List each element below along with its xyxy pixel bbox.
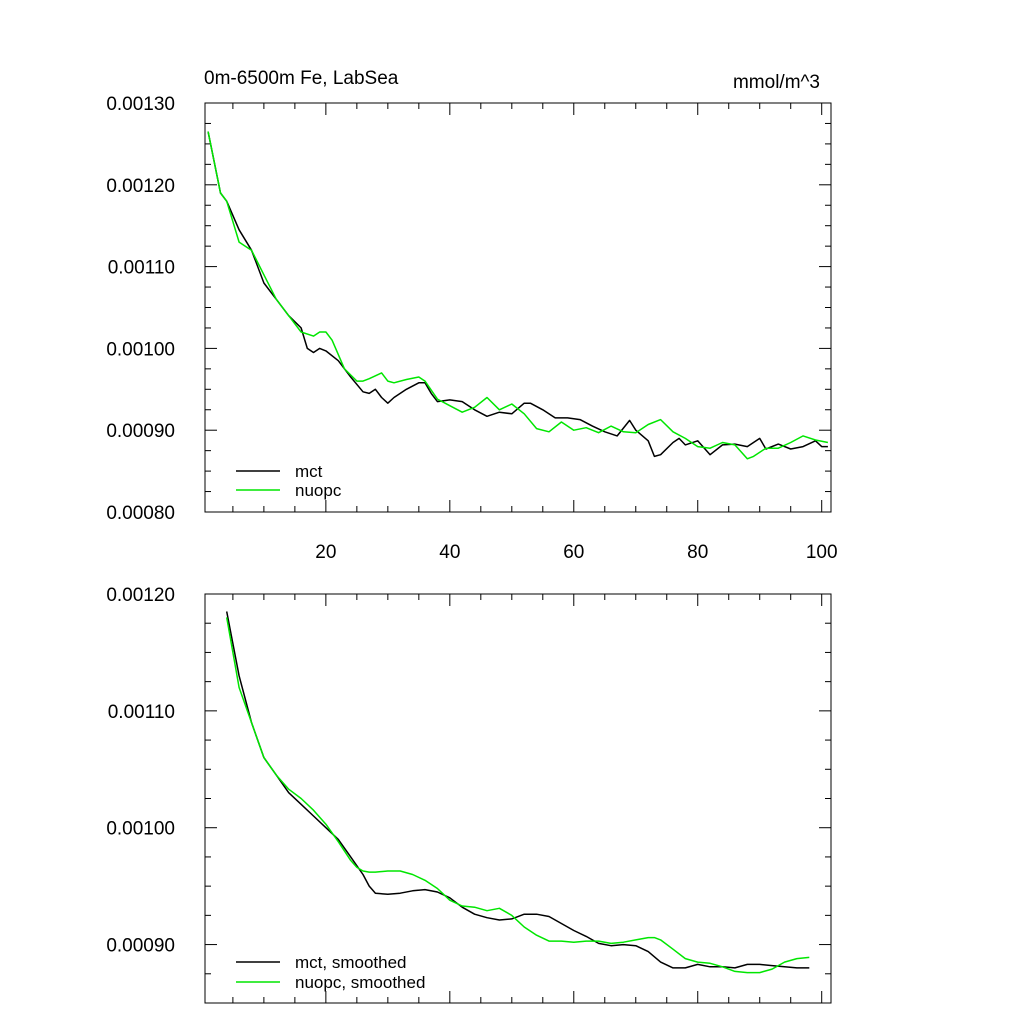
legend-label-mct-smoothed: mct, smoothed [295, 953, 407, 972]
y-tick-label: 0.00100 [106, 819, 175, 840]
y-tick-label: 0.00080 [106, 503, 175, 524]
top-panel-units: mmol/m^3 [733, 72, 820, 93]
y-tick-label: 0.00110 [108, 702, 175, 723]
x-tick-label: 20 [315, 542, 336, 563]
x-tick-label: 80 [687, 542, 708, 563]
series-line-nuopc [207, 131, 829, 460]
y-tick-label: 0.00090 [106, 421, 175, 442]
top-panel: 0m-6500m Fe, LabSea mmol/m^3 20 40 60 80 100… [106, 68, 837, 563]
legend-label-nuopc: nuopc [295, 481, 342, 500]
bottom-panel-ticks: 0.00090 0.00100 0.00110 0.00120 [106, 585, 831, 1003]
x-tick-label: 60 [563, 542, 584, 563]
bottom-panel: 0.00090 0.00100 0.00110 0.00120 mct, smooth… [106, 585, 832, 1004]
top-panel-legend: mct nuopc [236, 462, 342, 500]
series-line-mct [207, 131, 828, 458]
series-line-mct-smoothed [225, 611, 810, 969]
bottom-panel-frame [204, 593, 832, 1004]
top-panel-title: 0m-6500m Fe, LabSea [204, 68, 399, 89]
top-panel-ticks: 20 40 60 80 100 0.00080 0.00090 0.00100 0.00110 0… [106, 94, 837, 563]
y-tick-label: 0.00130 [106, 94, 175, 115]
top-panel-series [207, 131, 829, 460]
y-tick-label: 0.00120 [106, 585, 175, 606]
y-tick-label: 0.00100 [106, 339, 175, 360]
bottom-panel-legend: mct, smoothed nuopc, smoothed [236, 953, 425, 992]
x-tick-label: 40 [439, 542, 460, 563]
legend-label-mct: mct [295, 462, 323, 481]
bottom-panel-series [225, 611, 810, 974]
y-tick-label: 0.00090 [106, 936, 175, 957]
top-panel-frame [204, 102, 832, 513]
y-tick-label: 0.00120 [106, 176, 175, 197]
series-line-nuopc-smoothed [225, 617, 810, 974]
y-tick-label: 0.00110 [108, 258, 175, 279]
x-tick-label: 100 [806, 542, 838, 563]
legend-label-nuopc-smoothed: nuopc, smoothed [295, 973, 425, 992]
